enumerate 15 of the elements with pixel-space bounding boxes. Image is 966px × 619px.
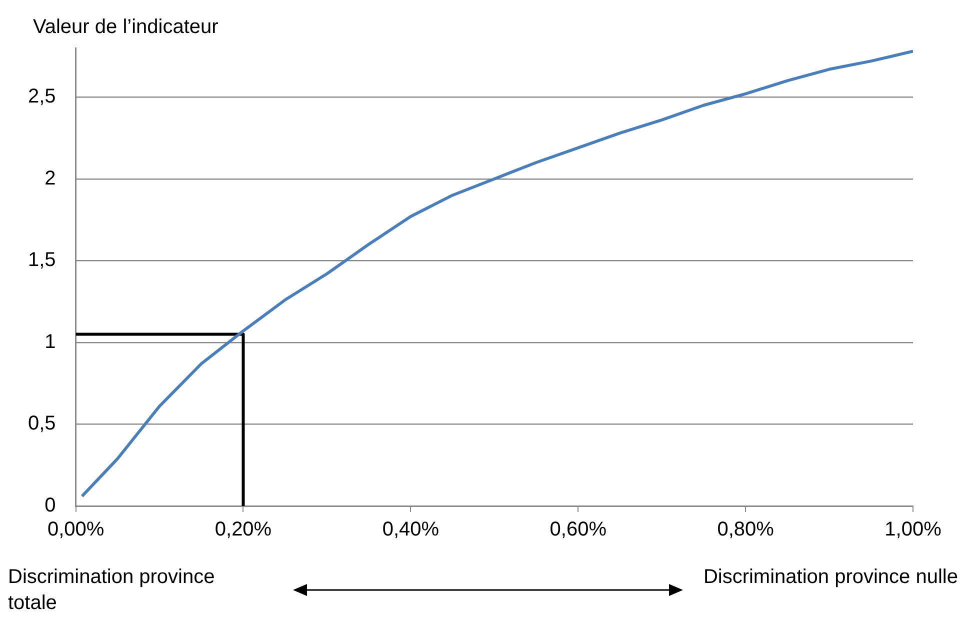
y-tick-label: 0 [44,494,56,517]
x-tick-label: 0,20% [214,518,272,541]
x-tick-label: 0,00% [47,518,104,541]
y-axis-title: Valeur de l’indicateur [33,16,218,39]
x-tick-label: 1,00% [884,518,942,541]
y-tick-label: 1 [44,330,56,353]
text: Discrimination province nulle [702,565,958,590]
y-tick-label: 1,5 [28,249,56,272]
text: Discrimination province totale [8,565,216,616]
y-tick-label: 2 [44,167,56,190]
y-tick-label: 0,5 [28,412,56,435]
x-tick-label: 0,40% [382,518,440,541]
x-tick-label: 0,80% [717,518,774,541]
y-tick-label: 2,5 [28,86,56,108]
x-tick-label: 0,60% [550,518,607,541]
